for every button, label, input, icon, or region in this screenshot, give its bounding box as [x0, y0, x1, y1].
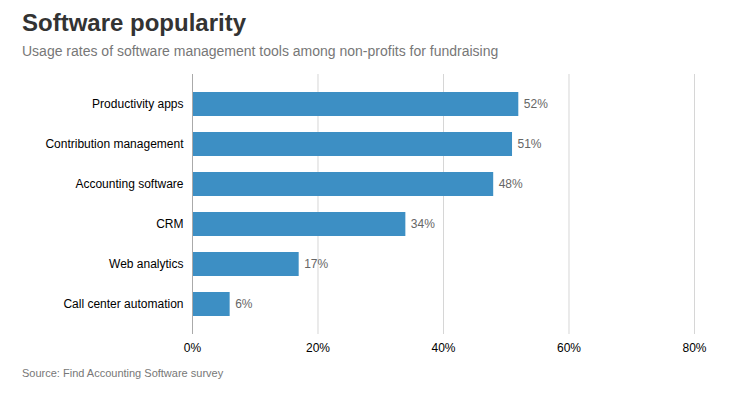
- svg-text:60%: 60%: [557, 341, 581, 355]
- svg-text:CRM: CRM: [156, 217, 183, 231]
- svg-text:Call center automation: Call center automation: [63, 297, 183, 311]
- svg-text:17%: 17%: [304, 257, 328, 271]
- svg-text:Accounting software: Accounting software: [75, 177, 183, 191]
- svg-text:0%: 0%: [184, 341, 202, 355]
- svg-text:34%: 34%: [411, 217, 435, 231]
- html-text:Software popularity: Software popularity: [22, 9, 246, 36]
- svg-text:80%: 80%: [682, 341, 706, 355]
- svg-text:40%: 40%: [431, 341, 455, 355]
- svg-text:Productivity apps: Productivity apps: [92, 97, 183, 111]
- svg-text:6%: 6%: [235, 297, 253, 311]
- html-text:Usage rates of software manage: Usage rates of software management tools…: [22, 43, 499, 59]
- svg-text:51%: 51%: [518, 137, 542, 151]
- svg-text:48%: 48%: [499, 177, 523, 191]
- svg-text:20%: 20%: [306, 341, 330, 355]
- html-text:Source: Find Accounting Softwa: Source: Find Accounting Software survey: [22, 367, 224, 379]
- svg-text:52%: 52%: [524, 97, 548, 111]
- svg-text:Contribution management: Contribution management: [45, 137, 184, 151]
- svg-text:Web analytics: Web analytics: [109, 257, 183, 271]
